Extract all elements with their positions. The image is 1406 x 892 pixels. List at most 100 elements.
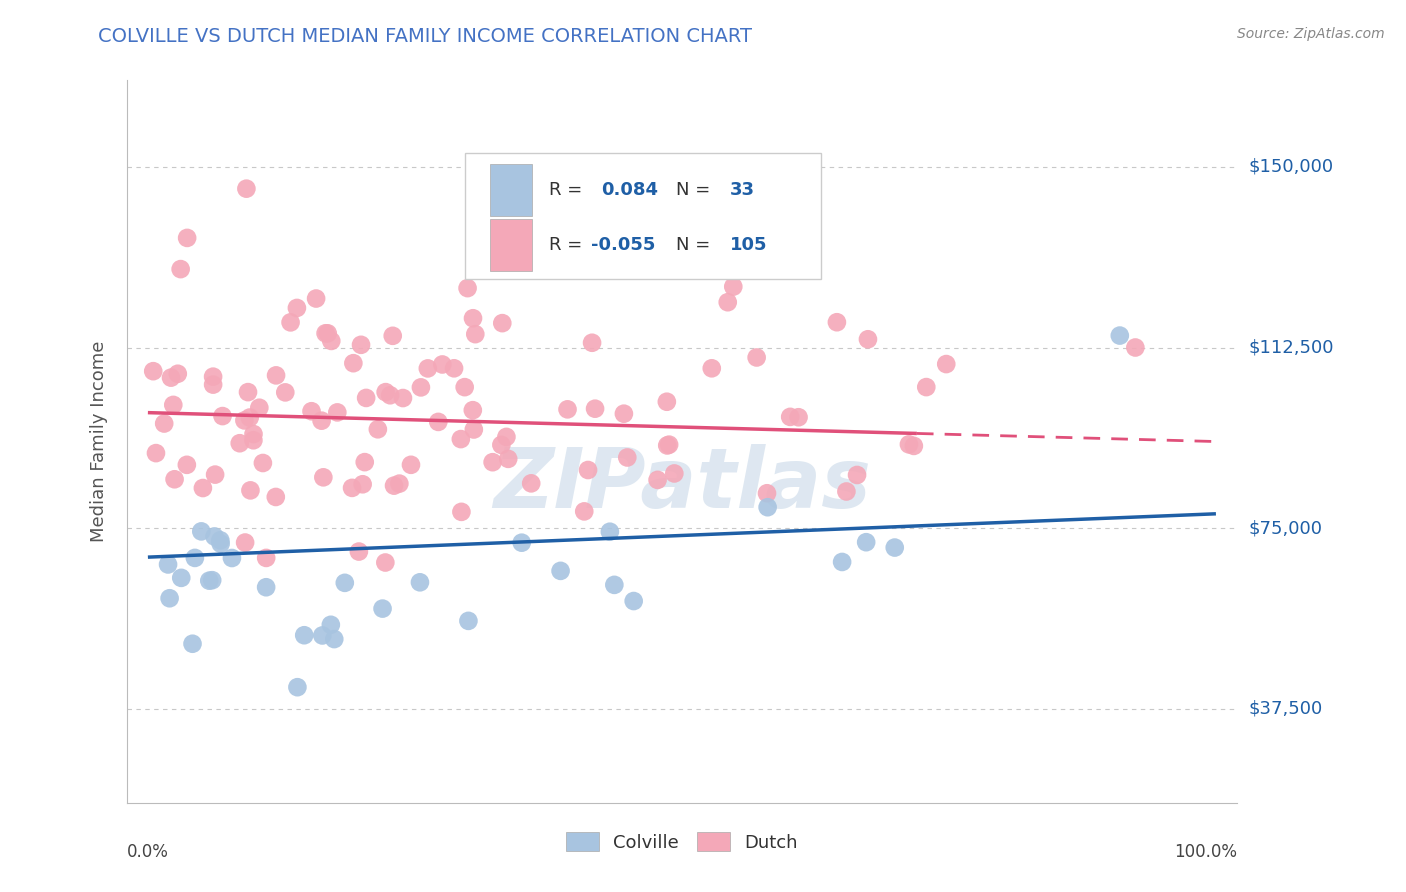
Point (835, 484, 858, 499)
Point (576, 463, 599, 477)
Point (392, 391, 415, 405)
Point (239, 410, 262, 425)
Point (301, 404, 323, 418)
Point (409, 575, 432, 590)
Point (254, 550, 277, 565)
Point (457, 614, 479, 628)
Point (756, 500, 779, 515)
Point (374, 556, 396, 570)
Point (181, 637, 204, 651)
Point (380, 388, 402, 402)
Point (855, 535, 877, 549)
Point (323, 632, 346, 646)
Point (416, 361, 439, 376)
Point (326, 405, 349, 419)
Point (371, 601, 394, 615)
Text: 33: 33 (730, 181, 755, 199)
Legend: Colville, Dutch: Colville, Dutch (560, 825, 804, 859)
Point (247, 401, 270, 415)
Point (655, 394, 678, 409)
Point (453, 380, 475, 394)
Point (443, 361, 465, 376)
Point (883, 541, 905, 555)
Text: COLVILLE VS DUTCH MEDIAN FAMILY INCOME CORRELATION CHART: COLVILLE VS DUTCH MEDIAN FAMILY INCOME C… (98, 27, 752, 45)
Point (723, 279, 745, 293)
Text: N =: N = (676, 236, 716, 254)
Point (574, 504, 596, 518)
Point (599, 524, 621, 539)
Point (312, 470, 335, 484)
Point (342, 356, 364, 370)
Y-axis label: Median Family Income: Median Family Income (90, 341, 108, 542)
Point (333, 575, 356, 590)
FancyBboxPatch shape (465, 153, 821, 279)
Point (717, 295, 740, 310)
Bar (489, 164, 531, 216)
Point (157, 558, 180, 572)
Point (903, 439, 925, 453)
Point (664, 467, 686, 481)
Text: 105: 105 (730, 236, 768, 254)
Point (915, 380, 938, 394)
Point (153, 417, 176, 431)
Point (367, 422, 389, 436)
Point (825, 315, 848, 329)
Text: $37,500: $37,500 (1249, 700, 1323, 718)
Point (190, 524, 212, 539)
Point (242, 434, 264, 448)
Point (264, 490, 287, 504)
Point (510, 535, 533, 549)
Point (145, 446, 167, 460)
Point (280, 315, 302, 329)
Point (198, 574, 221, 588)
Point (353, 455, 375, 469)
Point (264, 368, 287, 383)
Point (242, 427, 264, 442)
Point (496, 451, 519, 466)
Text: $75,000: $75,000 (1249, 519, 1323, 537)
Point (176, 231, 198, 245)
Point (399, 458, 422, 472)
Point (236, 385, 259, 400)
Point (254, 580, 277, 594)
Point (340, 481, 363, 495)
Point (316, 326, 339, 341)
Text: Source: ZipAtlas.com: Source: ZipAtlas.com (1237, 27, 1385, 41)
Text: $150,000: $150,000 (1249, 158, 1333, 176)
Point (897, 437, 920, 451)
Point (211, 409, 233, 423)
Point (209, 536, 232, 550)
Point (311, 628, 333, 642)
Point (779, 409, 801, 424)
Point (239, 483, 262, 498)
Point (163, 472, 186, 486)
Point (557, 402, 579, 417)
Text: R =: R = (548, 181, 588, 199)
Point (191, 481, 214, 495)
Point (463, 422, 485, 436)
Point (209, 533, 232, 548)
Point (461, 311, 484, 326)
Point (352, 477, 374, 491)
Point (233, 413, 256, 427)
Point (787, 410, 810, 425)
Text: -0.055: -0.055 (591, 236, 655, 254)
Point (321, 334, 343, 348)
Point (588, 261, 610, 276)
Point (184, 550, 207, 565)
Point (461, 403, 484, 417)
Point (1108, 328, 1130, 343)
Point (613, 407, 636, 421)
Point (350, 338, 373, 352)
Point (846, 467, 869, 482)
Point (658, 437, 681, 451)
Point (202, 369, 225, 384)
Point (581, 335, 603, 350)
Point (166, 367, 188, 381)
Point (382, 478, 405, 492)
Point (700, 361, 723, 376)
Point (756, 486, 779, 500)
Point (233, 535, 256, 549)
Point (520, 476, 543, 491)
Text: ZIPatlas: ZIPatlas (494, 444, 870, 525)
